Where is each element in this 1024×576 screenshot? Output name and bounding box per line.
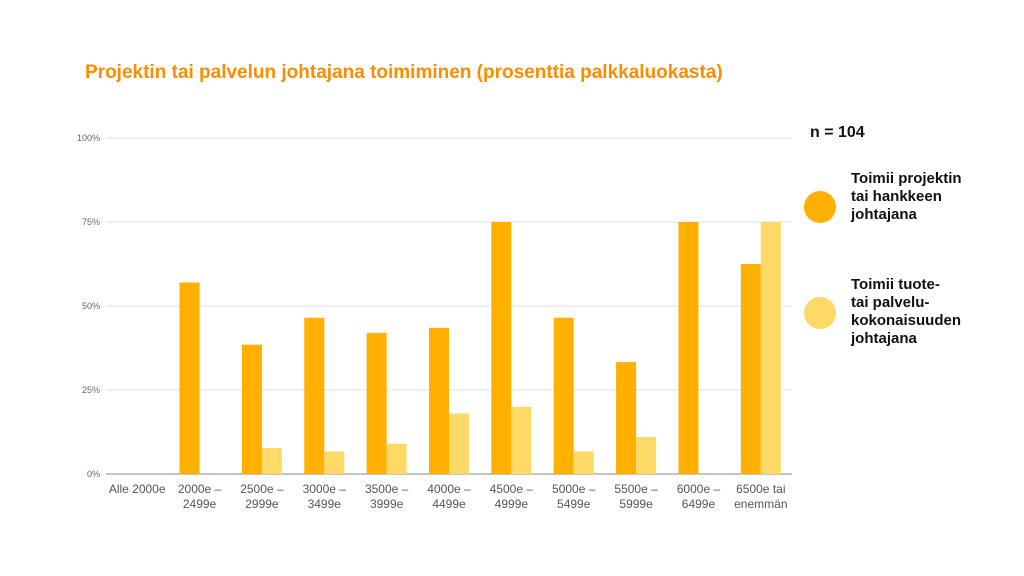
x-category-label: 3000e –3499e [303,482,347,511]
x-category-label: 4000e –4499e [427,482,471,511]
y-tick-label: 0% [87,469,100,479]
y-tick-label: 25% [82,385,100,395]
legend-label-series1: Toimii projektin tai hankkeen johtajana [851,170,962,223]
bar-series1 [553,317,574,474]
y-tick-label: 75% [82,217,100,227]
x-category-label: 2500e –2999e [240,482,284,511]
legend-label-series2: Toimii tuote- tai palvelu- kokonaisuuden… [851,276,962,347]
bar-series2 [324,451,345,474]
bar-series1 [429,327,449,474]
bar-series2 [386,443,407,474]
x-category-label: 5500e –5999e [614,482,658,511]
bar-series2 [636,437,657,474]
legend-swatch-series1 [804,191,836,223]
x-category-label: 6000e –6499e [677,482,721,511]
bar-series1 [491,222,512,474]
bar-series2 [511,406,532,474]
x-category-label: 3500e –3999e [365,482,409,511]
bar-series2 [573,451,594,474]
bar-series2 [760,222,781,474]
x-category-label: 2000e –2499e [178,482,222,511]
bar-series1 [179,282,200,474]
y-tick-label: 50% [82,301,100,311]
bar-series1 [304,317,325,474]
bar-series2 [449,413,469,474]
y-tick-label: 100% [77,133,100,143]
x-category-label: 6500e tai enemmän [734,482,787,511]
legend-swatch-series2 [804,297,836,329]
bar-series1 [616,362,637,474]
bar-series1 [241,344,262,474]
x-category-label: Alle 2000e [109,482,166,496]
bar-series1 [740,264,761,474]
chart-title: Projektin tai palvelun johtajana toimimi… [85,62,723,83]
x-category-label: 5000e –5499e [552,482,596,511]
bar-series2 [261,448,282,474]
bar-series1 [366,332,387,474]
sample-size-label: n = 104 [810,124,865,141]
x-category-label: 4500e –4999e [490,482,534,511]
bar-series1 [678,222,699,474]
